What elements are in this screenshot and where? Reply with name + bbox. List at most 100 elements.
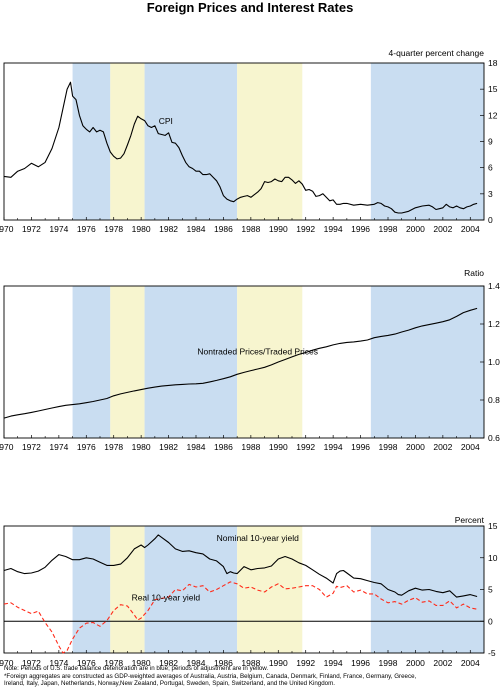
chart-panel-2: 1970 1972 1974 1976 1978 1980 1982 1984 1986 1988… [0,268,500,452]
shaded-period-blue [144,286,238,438]
x-tick-label: 1970 [0,658,14,668]
x-tick-label: 1970 [0,442,14,452]
x-tick-label: 1992 [296,224,315,234]
series-annotation: CPI [159,116,173,126]
y-axis-label: Percent [455,515,485,525]
y-tick-label: 18 [488,58,498,68]
y-tick-label: 1.2 [488,319,500,329]
x-tick-label: 1998 [379,224,398,234]
x-tick-label: 1996 [351,658,370,668]
series-line-1 [3,534,478,598]
x-tick-label: 1974 [49,224,68,234]
x-tick-label: 2004 [461,658,480,668]
series-annotation: Nontraded Prices/Traded Prices [197,346,318,356]
x-tick-label: 1988 [241,442,260,452]
shaded-period-blue [72,286,111,438]
x-tick-label: 1970 [0,224,14,234]
y-tick-label: 1.0 [488,357,500,367]
x-tick-label: 1992 [296,442,315,452]
x-tick-label: 1974 [49,442,68,452]
x-tick-label: 2002 [433,658,452,668]
x-tick-label: 1990 [269,224,288,234]
y-tick-label: 0.8 [488,395,500,405]
shaded-period-yellow [110,526,145,653]
chart-panel-1: 1970 1972 1974 1976 1978 1980 1982 1984 1986 1988… [0,48,498,234]
shaded-period-yellow [110,63,145,220]
shaded-period-yellow [110,286,145,438]
x-tick-label: 2004 [461,442,480,452]
y-tick-label: 3 [488,189,493,199]
x-tick-label: 2000 [406,224,425,234]
x-tick-label: 2000 [406,442,425,452]
x-tick-label: 1980 [132,224,151,234]
x-tick-label: 1978 [104,658,123,668]
x-tick-label: 1998 [379,442,398,452]
chart-panel-3: 1970 1972 1974 1976 1978 1980 1982 1984 1986 1988… [0,515,498,668]
series-line-1 [3,81,478,214]
x-tick-label: 1982 [159,224,178,234]
x-tick-label: 1998 [379,658,398,668]
y-tick-label: 0 [488,215,493,225]
y-tick-label: -5 [488,648,496,658]
series-annotation: Nominal 10-year yield [217,533,299,543]
y-tick-label: 9 [488,137,493,147]
shaded-period-blue [144,526,238,653]
x-tick-label: 2004 [461,224,480,234]
x-tick-label: 1992 [296,658,315,668]
y-tick-label: 15 [488,84,498,94]
footnote: Note: Periods of U.S. trade balance dete… [4,665,498,688]
x-tick-label: 1988 [241,658,260,668]
series-line-1 [3,307,478,419]
series-line-2 [3,581,478,654]
series-annotation: Real 10-year yield [132,592,201,602]
x-tick-label: 1978 [104,442,123,452]
x-tick-label: 1980 [132,658,151,668]
y-tick-label: 0 [488,616,493,626]
x-tick-label: 1996 [351,442,370,452]
x-tick-label: 1980 [132,442,151,452]
x-tick-label: 2002 [433,224,452,234]
y-tick-label: 0.6 [488,433,500,443]
x-tick-label: 1994 [324,442,343,452]
x-tick-label: 1976 [77,224,96,234]
x-tick-label: 1972 [22,658,41,668]
x-tick-label: 1996 [351,224,370,234]
x-tick-label: 1994 [324,658,343,668]
footnote-line: Ireland, Italy, Japan, Netherlands, Norw… [4,680,335,688]
x-tick-label: 1982 [159,658,178,668]
shaded-period-yellow [237,286,303,438]
shaded-period-blue [144,63,238,220]
shaded-period-yellow [237,63,303,220]
footnote-line: *Foreign aggregates are constructed as G… [4,672,417,680]
x-tick-label: 1972 [22,224,41,234]
shaded-period-blue [72,526,111,653]
x-tick-label: 1986 [214,442,233,452]
x-tick-label: 1990 [269,442,288,452]
footnote-line: Note: Periods of U.S. trade balance dete… [4,665,269,672]
x-tick-label: 1976 [77,442,96,452]
y-tick-label: 5 [488,585,493,595]
shaded-period-blue [72,63,111,220]
y-tick-label: 1.4 [488,281,500,291]
shaded-period-blue [370,63,484,220]
shaded-period-yellow [237,526,303,653]
x-tick-label: 1994 [324,224,343,234]
y-axis-label: Ratio [464,268,484,278]
x-tick-label: 1978 [104,224,123,234]
y-tick-label: 10 [488,553,498,563]
x-tick-label: 1984 [187,442,206,452]
figure-title: Foreign Prices and Interest Rates [146,0,354,15]
x-tick-label: 1972 [22,442,41,452]
x-tick-label: 1990 [269,658,288,668]
y-axis-label: 4-quarter percent change [389,48,485,58]
x-tick-label: 1982 [159,442,178,452]
x-tick-label: 2002 [433,442,452,452]
x-tick-label: 1984 [187,658,206,668]
x-tick-label: 2000 [406,658,425,668]
x-tick-label: 1976 [77,658,96,668]
x-tick-label: 1986 [214,658,233,668]
x-tick-label: 1974 [49,658,68,668]
x-tick-label: 1984 [187,224,206,234]
shaded-period-blue [370,286,484,438]
